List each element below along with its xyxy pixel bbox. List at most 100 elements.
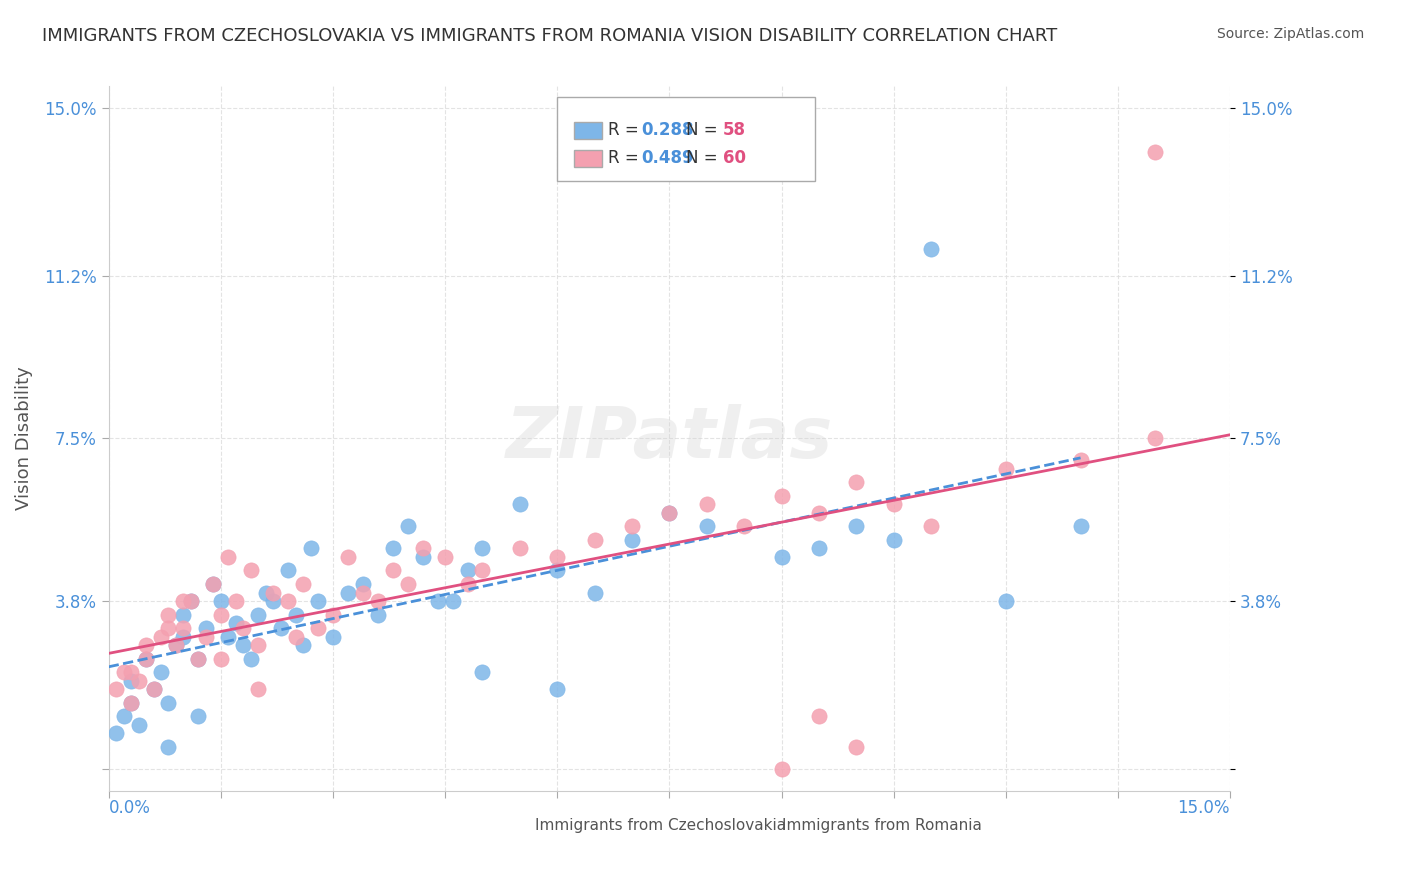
- Point: [157, 621, 180, 635]
- Point: [807, 708, 830, 723]
- Point: [128, 717, 150, 731]
- Point: [247, 682, 270, 697]
- Point: [284, 630, 307, 644]
- Text: 0.0%: 0.0%: [108, 799, 150, 817]
- Point: [187, 651, 209, 665]
- Point: [1070, 519, 1092, 533]
- Point: [770, 489, 793, 503]
- Point: [352, 576, 374, 591]
- Point: [172, 607, 194, 622]
- Point: [352, 585, 374, 599]
- Point: [120, 665, 142, 679]
- Text: N =: N =: [686, 121, 723, 139]
- Point: [225, 616, 247, 631]
- Text: 60: 60: [723, 149, 747, 167]
- Point: [307, 621, 329, 635]
- Point: [105, 682, 128, 697]
- Point: [135, 638, 157, 652]
- Point: [583, 585, 606, 599]
- Point: [150, 665, 173, 679]
- Point: [120, 696, 142, 710]
- Point: [381, 564, 404, 578]
- FancyBboxPatch shape: [506, 820, 527, 835]
- Point: [105, 726, 128, 740]
- Point: [142, 682, 165, 697]
- Point: [471, 564, 494, 578]
- Y-axis label: Vision Disability: Vision Disability: [15, 367, 32, 510]
- Point: [247, 638, 270, 652]
- Point: [135, 651, 157, 665]
- Point: [336, 585, 359, 599]
- Point: [546, 564, 568, 578]
- Point: [1070, 453, 1092, 467]
- Text: ZIPatlas: ZIPatlas: [506, 404, 834, 473]
- Point: [770, 762, 793, 776]
- Point: [112, 665, 135, 679]
- Point: [209, 594, 232, 608]
- Point: [157, 739, 180, 754]
- Point: [150, 630, 173, 644]
- Point: [845, 519, 868, 533]
- Point: [247, 607, 270, 622]
- Point: [135, 651, 157, 665]
- Point: [209, 607, 232, 622]
- Point: [239, 564, 262, 578]
- Point: [509, 498, 531, 512]
- Point: [583, 533, 606, 547]
- Point: [621, 519, 644, 533]
- Point: [112, 708, 135, 723]
- Point: [994, 462, 1017, 476]
- Point: [239, 651, 262, 665]
- Point: [187, 708, 209, 723]
- Text: N =: N =: [686, 149, 723, 167]
- Point: [883, 533, 905, 547]
- FancyBboxPatch shape: [751, 820, 770, 835]
- Point: [994, 594, 1017, 608]
- FancyBboxPatch shape: [574, 150, 602, 168]
- Point: [157, 607, 180, 622]
- Point: [254, 585, 277, 599]
- Point: [696, 498, 718, 512]
- Point: [770, 550, 793, 565]
- Point: [172, 621, 194, 635]
- Point: [165, 638, 187, 652]
- Point: [845, 475, 868, 490]
- Point: [471, 541, 494, 556]
- Point: [1144, 145, 1167, 160]
- Text: 0.489: 0.489: [641, 149, 695, 167]
- Text: 0.288: 0.288: [641, 121, 693, 139]
- Point: [396, 576, 419, 591]
- Point: [412, 541, 434, 556]
- Point: [270, 621, 292, 635]
- Point: [336, 550, 359, 565]
- Text: IMMIGRANTS FROM CZECHOSLOVAKIA VS IMMIGRANTS FROM ROMANIA VISION DISABILITY CORR: IMMIGRANTS FROM CZECHOSLOVAKIA VS IMMIGR…: [42, 27, 1057, 45]
- Point: [277, 594, 299, 608]
- Point: [412, 550, 434, 565]
- Point: [277, 564, 299, 578]
- Point: [232, 638, 254, 652]
- Point: [920, 519, 942, 533]
- Text: Immigrants from Romania: Immigrants from Romania: [782, 818, 981, 833]
- Point: [307, 594, 329, 608]
- Point: [142, 682, 165, 697]
- Point: [457, 564, 479, 578]
- Point: [426, 594, 449, 608]
- Point: [471, 665, 494, 679]
- Point: [194, 621, 217, 635]
- Text: R =: R =: [607, 121, 644, 139]
- Point: [457, 576, 479, 591]
- Point: [225, 594, 247, 608]
- Point: [546, 682, 568, 697]
- Point: [696, 519, 718, 533]
- Point: [434, 550, 457, 565]
- Text: 58: 58: [723, 121, 747, 139]
- Point: [441, 594, 464, 608]
- FancyBboxPatch shape: [574, 121, 602, 139]
- Point: [217, 630, 239, 644]
- Point: [157, 696, 180, 710]
- Point: [172, 594, 194, 608]
- Point: [292, 576, 315, 591]
- Point: [367, 594, 389, 608]
- Point: [845, 739, 868, 754]
- Point: [509, 541, 531, 556]
